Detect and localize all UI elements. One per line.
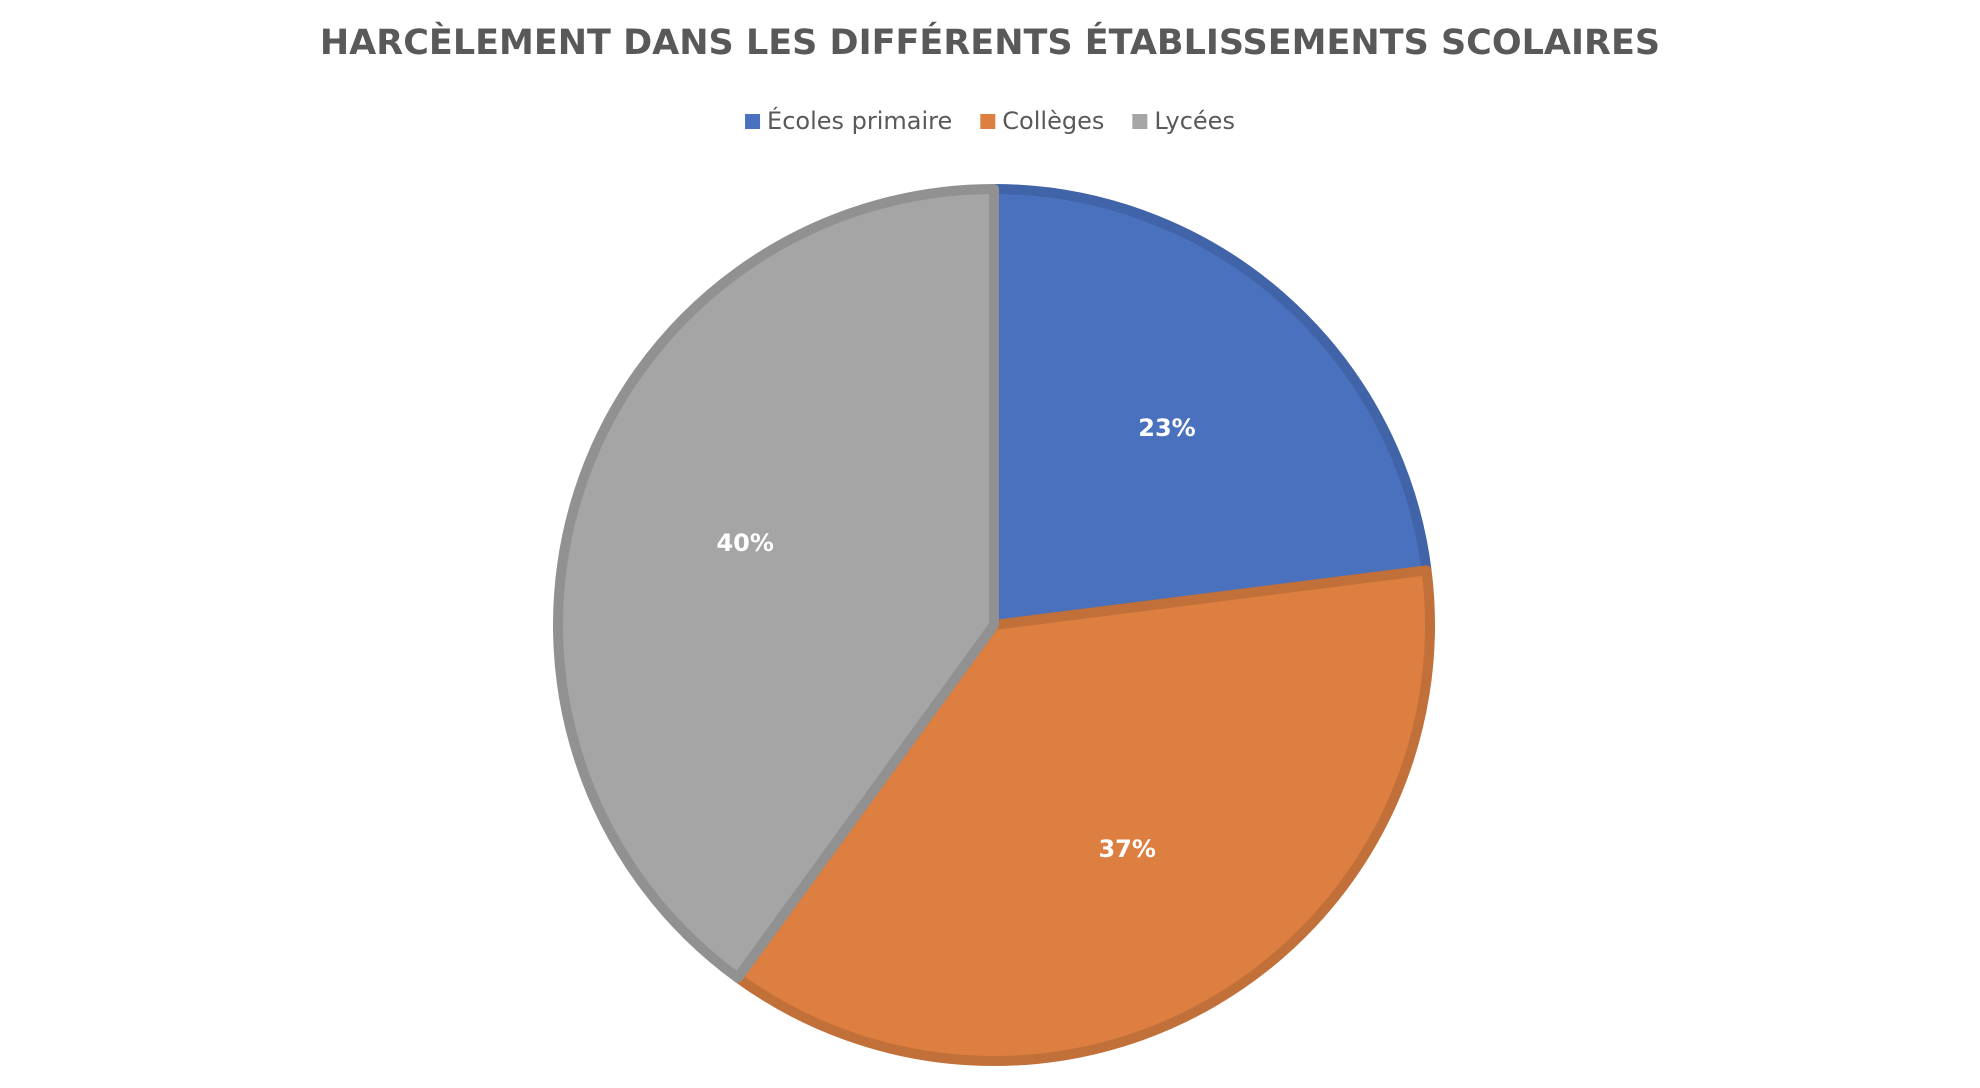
data-label: 40% <box>716 529 773 557</box>
legend-label: Écoles primaire <box>767 106 952 135</box>
data-label: 37% <box>1098 835 1155 863</box>
legend-label: Collèges <box>1002 107 1104 135</box>
legend-swatch <box>1132 114 1148 129</box>
pie-slice <box>732 565 1435 1066</box>
legend-label: Lycées <box>1154 107 1235 135</box>
legend-swatch <box>745 114 761 129</box>
data-label: 23% <box>1138 414 1195 442</box>
chart-title: HARCÈLEMENT DANS LES DIFFÉRENTS ÉTABLISS… <box>320 21 1660 63</box>
pie-slice <box>989 184 1432 630</box>
legend: Écoles primaire Collèges Lycées <box>745 106 1235 135</box>
pie-slice <box>553 184 999 983</box>
legend-swatch <box>980 114 996 129</box>
